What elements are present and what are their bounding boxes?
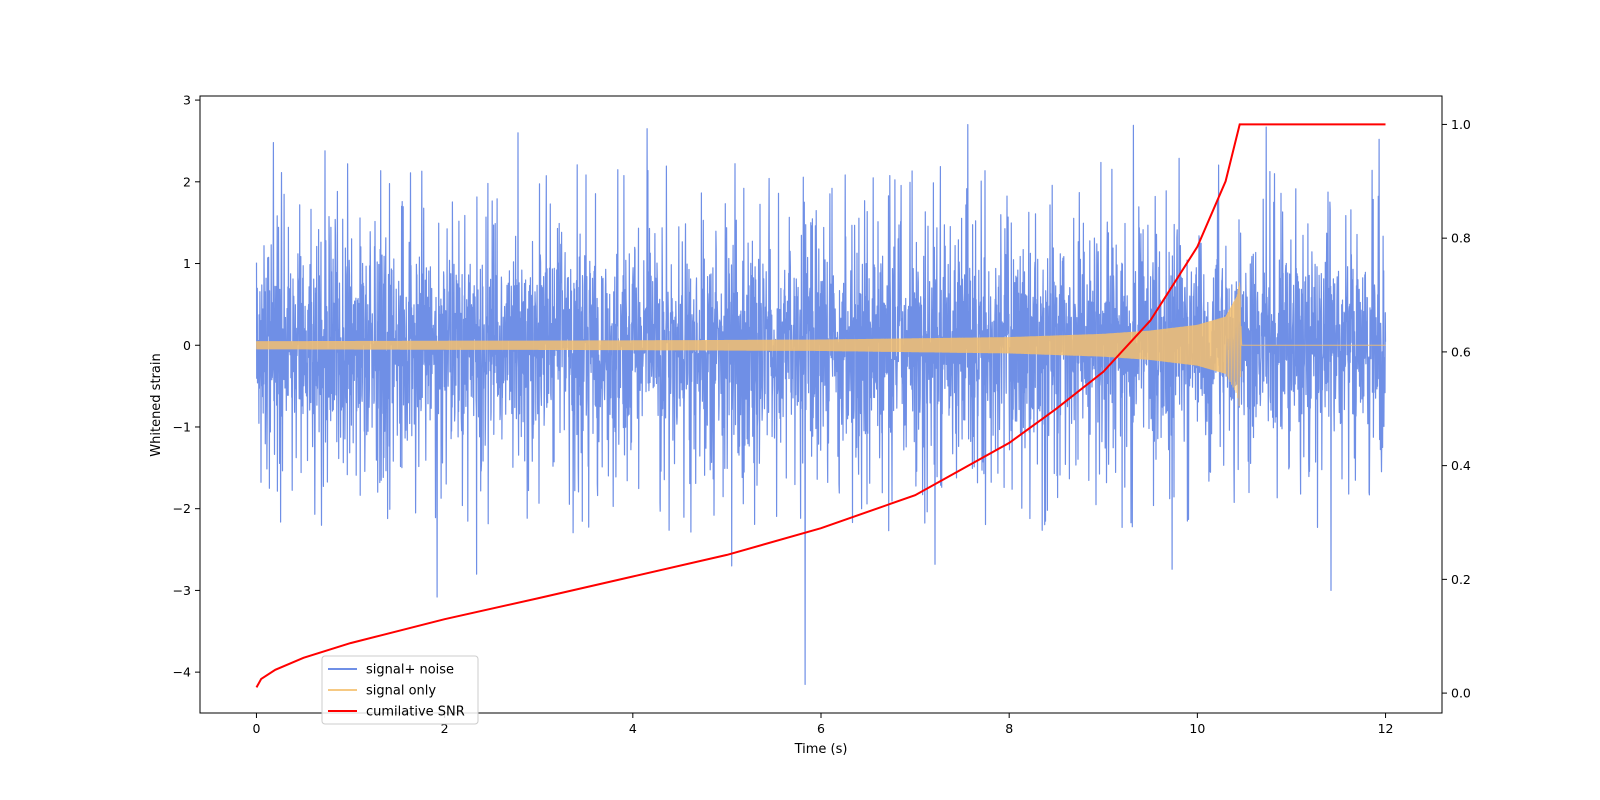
legend-box <box>321 655 479 725</box>
y-left-tick-label: 1 <box>183 256 191 271</box>
series-signal-plus-noise-trace <box>255 124 1387 685</box>
legend-label: signal+ noise <box>366 663 454 678</box>
x-axis: 0 2 4 6 8 10 12 <box>252 713 1393 736</box>
legend: signal+ noise signal only cumilative SNR <box>321 655 479 725</box>
y-axis-right: 0.0 0.2 0.4 0.6 0.8 1.0 <box>1442 117 1471 701</box>
y-axis-left: −4 −3 −2 −1 0 1 2 3 <box>173 93 200 680</box>
y-right-tick-label: 1.0 <box>1451 117 1471 132</box>
y-left-tick-label: −4 <box>173 665 191 680</box>
y-left-tick-label: −2 <box>173 501 191 516</box>
x-tick-label: 2 <box>441 721 449 736</box>
x-tick-label: 12 <box>1378 721 1394 736</box>
x-axis-label: Time (s) <box>794 742 848 757</box>
x-tick-label: 10 <box>1189 721 1205 736</box>
series-signal-only-trace <box>256 282 1386 407</box>
x-tick-label: 6 <box>817 721 825 736</box>
legend-label: signal only <box>366 684 436 699</box>
series-cumulative-snr-line <box>255 123 1386 688</box>
plot-area <box>255 123 1387 688</box>
x-tick-label: 8 <box>1005 721 1013 736</box>
y-right-tick-label: 0.4 <box>1451 458 1471 473</box>
legend-label: cumilative SNR <box>366 705 465 720</box>
y-left-tick-label: 0 <box>183 338 191 353</box>
y-axis-label: Whitened strain <box>149 353 164 456</box>
y-left-tick-label: −1 <box>173 419 191 434</box>
y-left-tick-label: 2 <box>183 174 191 189</box>
x-tick-label: 0 <box>252 721 260 736</box>
y-right-tick-label: 0.8 <box>1451 231 1471 246</box>
x-tick-label: 4 <box>629 721 637 736</box>
y-right-tick-label: 0.6 <box>1451 344 1471 359</box>
y-left-tick-label: 3 <box>183 93 191 108</box>
y-right-tick-label: 0.0 <box>1451 686 1471 701</box>
y-left-tick-label: −3 <box>173 583 191 598</box>
y-right-tick-label: 0.2 <box>1451 572 1471 587</box>
